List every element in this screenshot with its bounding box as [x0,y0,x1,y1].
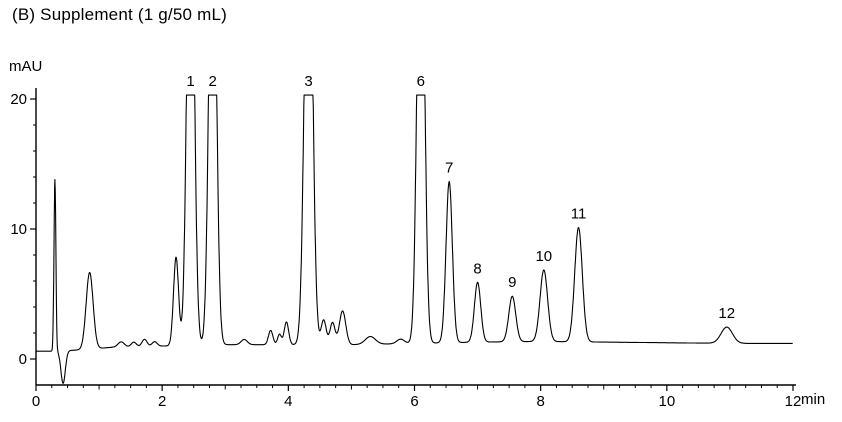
x-tick-label: 2 [158,393,166,410]
x-tick-label: 0 [32,393,40,410]
peak-label: 8 [473,260,481,277]
y-tick-label: 0 [19,351,27,368]
x-tick-label: 8 [536,393,544,410]
y-axis-unit-label: mAU [9,58,43,75]
chart-title: (B) Supplement (1 g/50 mL) [12,5,227,24]
x-tick-label: 12 [785,393,802,410]
peak-label: 11 [571,205,587,222]
peak-label: 1 [186,73,194,90]
x-tick-label: 6 [410,393,418,410]
peak-label: 3 [304,73,312,90]
trace-line [35,94,793,384]
peak-label: 9 [508,274,516,291]
peak-label: 7 [445,159,453,176]
y-tick-label: 20 [10,91,27,108]
peak-label: 2 [208,73,216,90]
y-tick-label: 10 [10,221,27,238]
x-tick-label: 10 [658,393,675,410]
peak-label: 10 [535,248,552,265]
peak-label: 12 [718,305,735,322]
peak-label: 6 [417,73,425,90]
x-tick-label: 4 [284,393,292,410]
x-axis-unit-label: min [801,391,826,408]
